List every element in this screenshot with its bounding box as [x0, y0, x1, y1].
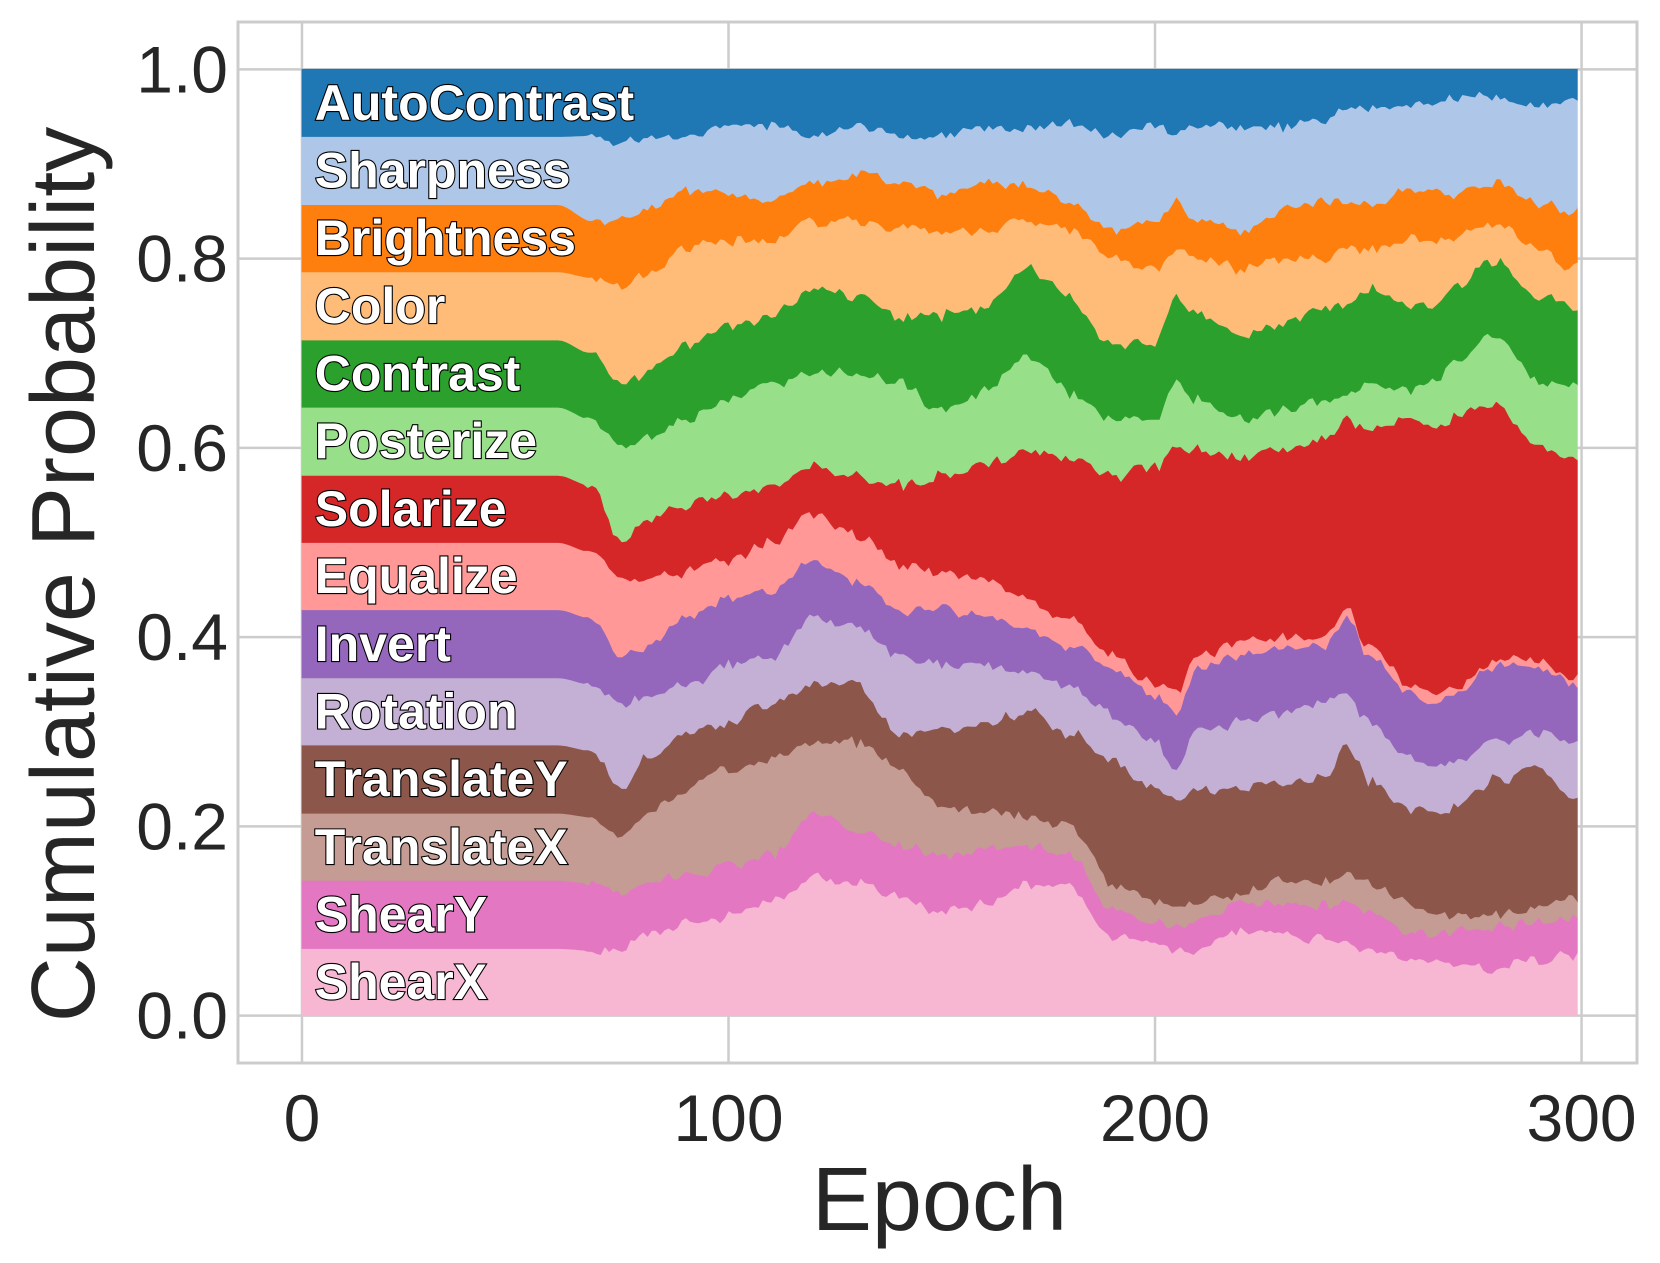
x-axis-label: Epoch — [812, 1150, 1067, 1250]
tick-labels: 0 100 200 300 0.0 0.2 0.4 0.6 0.8 1.0 — [136, 32, 1636, 1155]
band-label-rotation: Rotation — [315, 683, 518, 739]
y-tick-label: 0.6 — [136, 411, 228, 485]
band-label-equalize: Equalize — [315, 548, 518, 604]
y-tick-label: 0.0 — [136, 979, 228, 1053]
band-label-posterize: Posterize — [315, 413, 537, 469]
y-tick-label: 0.2 — [136, 789, 228, 863]
band-label-brightness: Brightness — [315, 210, 576, 266]
band-label-autocontrast: AutoContrast — [315, 75, 635, 131]
y-axis-label: Cumulative Probability — [14, 127, 114, 1022]
band-label-translatey: TranslateY — [315, 751, 568, 807]
x-tick-label: 0 — [284, 1081, 321, 1155]
band-label-sharpness: Sharpness — [315, 143, 571, 199]
y-tick-label: 0.4 — [136, 600, 228, 674]
band-label-contrast: Contrast — [315, 346, 521, 402]
band-label-solarize: Solarize — [315, 481, 507, 537]
y-tick-label: 1.0 — [136, 32, 228, 106]
band-label-translatex: TranslateX — [315, 819, 568, 875]
band-label-sheary: ShearY — [315, 886, 487, 942]
x-tick-label: 200 — [1100, 1081, 1210, 1155]
band-label-shearx: ShearX — [315, 954, 487, 1010]
y-tick-label: 0.8 — [136, 222, 228, 296]
band-label-invert: Invert — [315, 616, 452, 672]
x-tick-label: 300 — [1526, 1081, 1636, 1155]
plot-frame — [236, 20, 1639, 1065]
band-labels: ShearX ShearY TranslateX TranslateY Rotation… — [314, 74, 636, 1011]
stacked-areas — [301, 68, 1578, 1017]
band-label-color: Color — [315, 278, 446, 334]
area-autocontrast — [301, 68, 1578, 147]
x-tick-label: 100 — [673, 1081, 783, 1155]
